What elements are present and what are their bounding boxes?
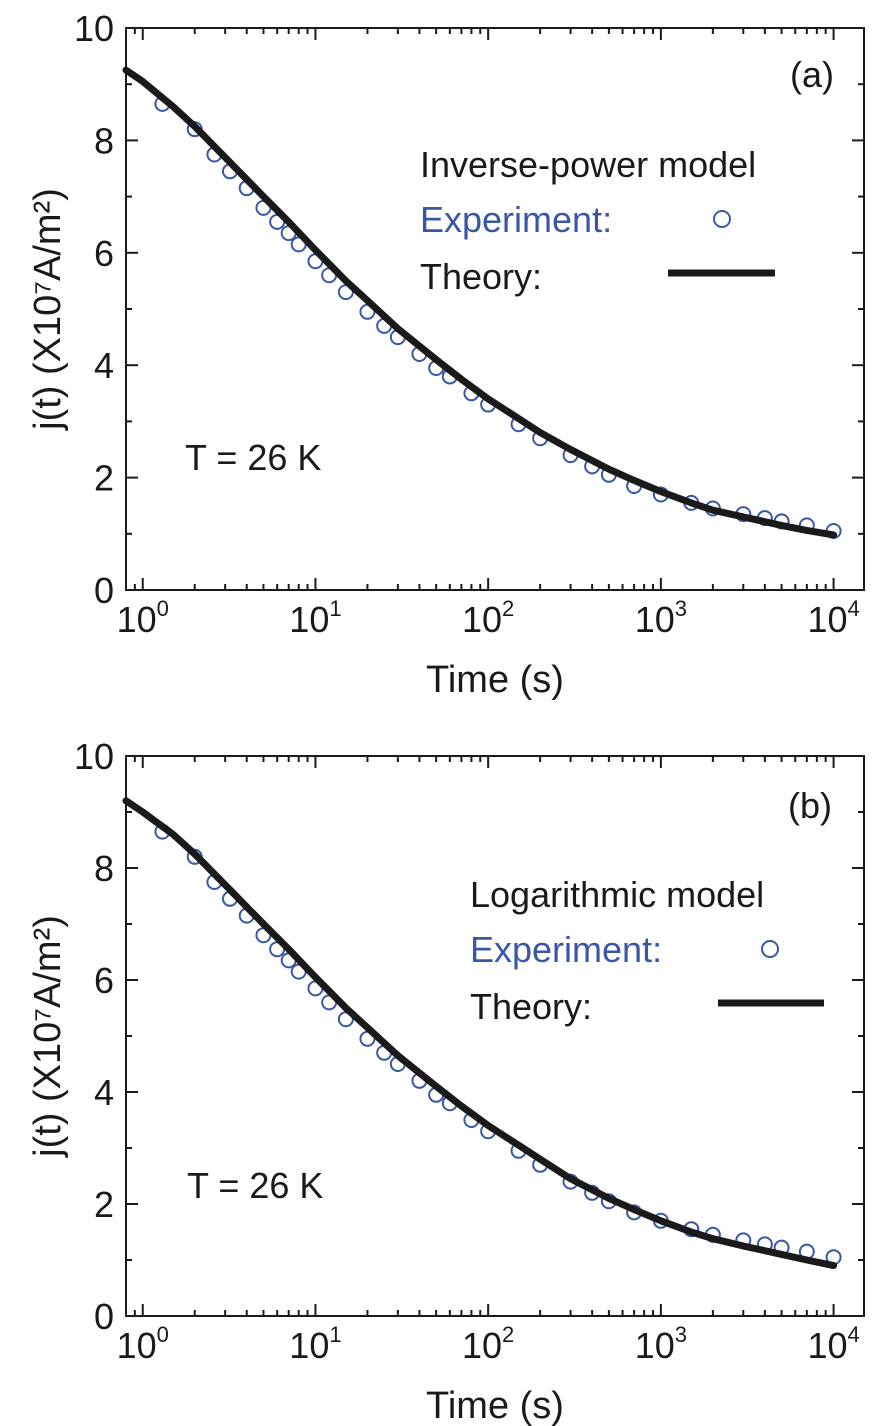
y-tick-label: 6 [94, 233, 114, 274]
chart-panel-b: 0 2 4 6 8 10 100 101 102 103 104 Time (s) j(t) (X10⁷… [27, 736, 865, 1426]
theory-line [122, 797, 838, 1270]
chart-panel-a: 0 2 4 6 8 10 100 101 102 103 104 Time (s) j(t) (X10⁷… [27, 8, 865, 701]
x-tick-label: 101 [289, 596, 341, 640]
y-tick-label: 2 [94, 1184, 114, 1225]
x-tick-label: 102 [462, 596, 514, 640]
plot-frame [125, 755, 865, 1317]
legend-experiment-label: Experiment: [420, 199, 612, 240]
y-tick-label: 0 [94, 1296, 114, 1337]
x-tick-label: 100 [117, 596, 169, 640]
y-tick-label: 0 [94, 570, 114, 611]
x-tick-label: 102 [462, 1322, 514, 1366]
legend-title: Logarithmic model [470, 874, 764, 915]
temperature-annotation: T = 26 K [187, 1165, 323, 1206]
y-tick-label: 10 [74, 736, 114, 777]
legend-experiment-marker [713, 210, 731, 228]
x-tick-label: 104 [807, 596, 859, 640]
x-axis-title: Time (s) [426, 1385, 564, 1426]
y-tick-label: 4 [94, 1072, 114, 1113]
x-tick-label: 103 [635, 596, 687, 640]
y-axis-title: j(t) (X10⁷A/m²) [27, 915, 69, 1158]
y-tick-label: 2 [94, 458, 114, 499]
legend-theory-label: Theory: [470, 986, 592, 1027]
plot-frame [125, 27, 865, 591]
y-tick-label: 8 [94, 120, 114, 161]
legend-title: Inverse-power model [420, 144, 756, 185]
panel-label: (a) [790, 54, 834, 95]
y-tick-label: 6 [94, 960, 114, 1001]
y-axis-title: j(t) (X10⁷A/m²) [27, 188, 69, 431]
y-tick-label: 8 [94, 848, 114, 889]
panel-label: (b) [788, 785, 832, 826]
x-tick-label: 103 [635, 1322, 687, 1366]
legend-theory-label: Theory: [420, 256, 542, 297]
y-tick-label: 10 [74, 8, 114, 49]
x-axis-title: Time (s) [426, 659, 564, 701]
x-tick-label: 101 [289, 1322, 341, 1366]
x-tick-label: 104 [807, 1322, 859, 1366]
temperature-annotation: T = 26 K [185, 437, 321, 478]
y-tick-label: 4 [94, 345, 114, 386]
x-tick-label: 100 [117, 1322, 169, 1366]
legend-experiment-marker [761, 940, 779, 958]
legend-experiment-label: Experiment: [470, 929, 662, 970]
theory-line [122, 66, 838, 539]
